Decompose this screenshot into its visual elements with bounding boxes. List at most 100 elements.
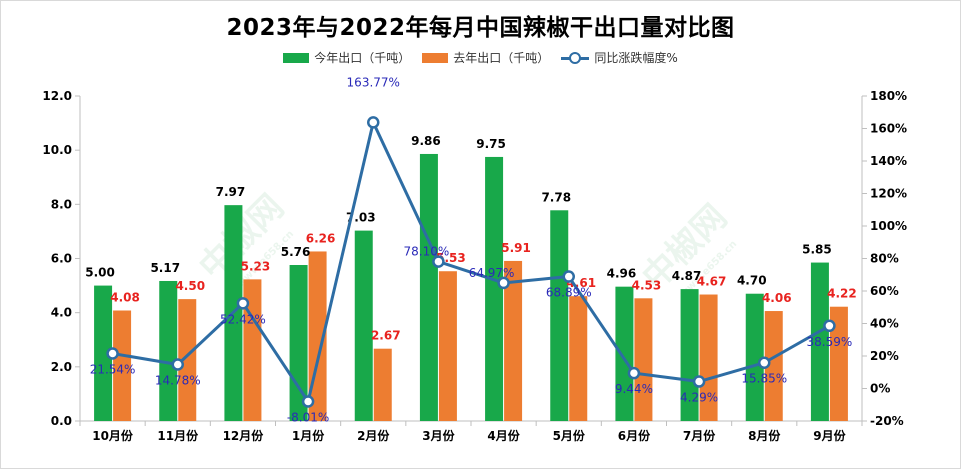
data-label-current: 4.87 [672, 269, 702, 283]
data-label-change: 163.77% [347, 75, 400, 89]
bar-previous [829, 306, 848, 421]
data-label-previous: 4.53 [632, 278, 662, 292]
left-axis-tick-label: 12.0 [42, 89, 72, 103]
data-label-current: 5.17 [150, 261, 180, 275]
chart-legend: 今年出口（千吨） 去年出口（千吨） 同比涨跌幅度% [0, 49, 961, 66]
legend-line-change [561, 51, 590, 64]
bar-previous [699, 294, 718, 421]
data-label-change: 14.78% [155, 373, 201, 387]
bar-current [810, 262, 829, 421]
right-axis-tick-label: 160% [870, 122, 907, 136]
bar-current [550, 210, 569, 421]
data-label-current: 5.00 [85, 266, 115, 280]
data-label-current: 7.97 [216, 185, 246, 199]
data-label-previous: 5.91 [501, 241, 531, 255]
line-point [497, 276, 510, 290]
x-axis-tick-label: 8月份 [748, 428, 781, 443]
legend-swatch-current [283, 52, 310, 63]
legend-item-previous: 去年出口（千吨） [422, 49, 549, 66]
data-label-previous: 4.67 [697, 275, 727, 289]
data-label-previous: 2.67 [371, 329, 401, 343]
data-label-previous: 4.22 [827, 287, 857, 301]
right-axis-tick-label: 80% [870, 252, 899, 266]
right-axis-tick-label: 0% [870, 382, 890, 396]
bar-current [680, 289, 699, 421]
data-label-change: 4.29% [680, 391, 718, 405]
line-point [823, 319, 836, 333]
data-label-previous: 4.50 [175, 279, 205, 293]
left-axis-tick-label: 8.0 [51, 197, 72, 211]
right-axis-tick-label: 180% [870, 89, 907, 103]
legend-label-change: 同比涨跌幅度% [594, 51, 678, 65]
line-point [301, 395, 315, 408]
data-label-change: 52.42% [220, 312, 266, 326]
line-point [106, 347, 119, 360]
left-axis-tick-label: 6.0 [51, 252, 72, 266]
bar-current [745, 293, 764, 421]
bar-previous [178, 299, 197, 421]
data-label-current: 5.85 [802, 243, 832, 257]
right-axis-tick-label: 140% [870, 154, 907, 168]
x-axis-tick-label: 6月份 [618, 428, 651, 443]
x-axis-tick-label: 9月份 [813, 428, 846, 443]
data-label-change: -8.01% [287, 411, 329, 425]
bar-current [615, 286, 634, 421]
bar-current [485, 156, 504, 421]
data-label-change: 21.54% [90, 362, 136, 376]
legend-item-change: 同比涨跌幅度% [561, 49, 678, 66]
bar-previous [569, 296, 588, 421]
bar-current [159, 280, 178, 421]
bar-current [94, 285, 113, 421]
legend-swatch-previous [422, 52, 449, 63]
left-axis-tick-label: 10.0 [42, 143, 72, 157]
line-change [112, 120, 831, 404]
x-axis-tick-label: 10月份 [92, 428, 134, 443]
right-axis-tick-label: 20% [870, 349, 899, 363]
x-axis-tick-label: 1月份 [292, 428, 325, 443]
data-label-current: 4.96 [607, 267, 637, 281]
x-axis-tick-label: 5月份 [553, 428, 586, 443]
right-axis-tick-label: 100% [870, 219, 907, 233]
data-label-previous: 4.08 [110, 291, 140, 305]
data-label-current: 7.78 [541, 190, 571, 204]
data-label-current: 9.86 [411, 134, 441, 148]
x-axis-tick-label: 7月份 [683, 428, 716, 443]
data-label-change: 9.44% [615, 382, 653, 396]
right-axis-tick-label: 120% [870, 187, 907, 201]
data-label-change: 64.97% [469, 266, 515, 280]
legend-label-current: 今年出口（千吨） [314, 51, 411, 65]
x-axis-tick-label: 11月份 [157, 428, 199, 443]
bar-previous [243, 279, 262, 421]
right-axis-tick-label: 60% [870, 284, 899, 298]
bar-previous [438, 271, 457, 421]
legend-label-previous: 去年出口（千吨） [453, 51, 550, 65]
bar-previous [504, 260, 523, 421]
data-label-change: 68.89% [546, 286, 592, 300]
data-label-change: 15.85% [741, 372, 787, 386]
left-axis-tick-label: 2.0 [51, 360, 72, 374]
bar-previous [113, 310, 132, 421]
line-point [562, 270, 575, 283]
x-axis-tick-label: 2月份 [357, 428, 390, 443]
data-label-change: 78.10% [404, 245, 450, 259]
bar-previous [764, 311, 783, 421]
line-point [171, 358, 184, 371]
legend-item-current: 今年出口（千吨） [283, 49, 410, 66]
x-axis-tick-label: 3月份 [422, 428, 455, 443]
data-label-current: 5.76 [281, 245, 311, 259]
data-label-previous: 4.06 [762, 291, 792, 305]
line-point [692, 375, 706, 388]
data-label-change: 38.59% [807, 335, 853, 349]
data-label-current: 4.70 [737, 274, 767, 288]
chart-title: 2023年与2022年每月中国辣椒干出口量对比图 [226, 15, 735, 41]
data-label-previous: 6.26 [306, 231, 336, 245]
left-axis-tick-label: 0.0 [51, 414, 72, 428]
line-point [627, 366, 641, 380]
line-point [236, 297, 250, 310]
data-label-current: 9.75 [476, 137, 506, 151]
data-label-previous: 5.23 [241, 259, 271, 273]
bar-current [419, 153, 438, 422]
right-axis-tick-label: 40% [870, 317, 899, 331]
x-axis-tick-label: 4月份 [487, 428, 520, 443]
